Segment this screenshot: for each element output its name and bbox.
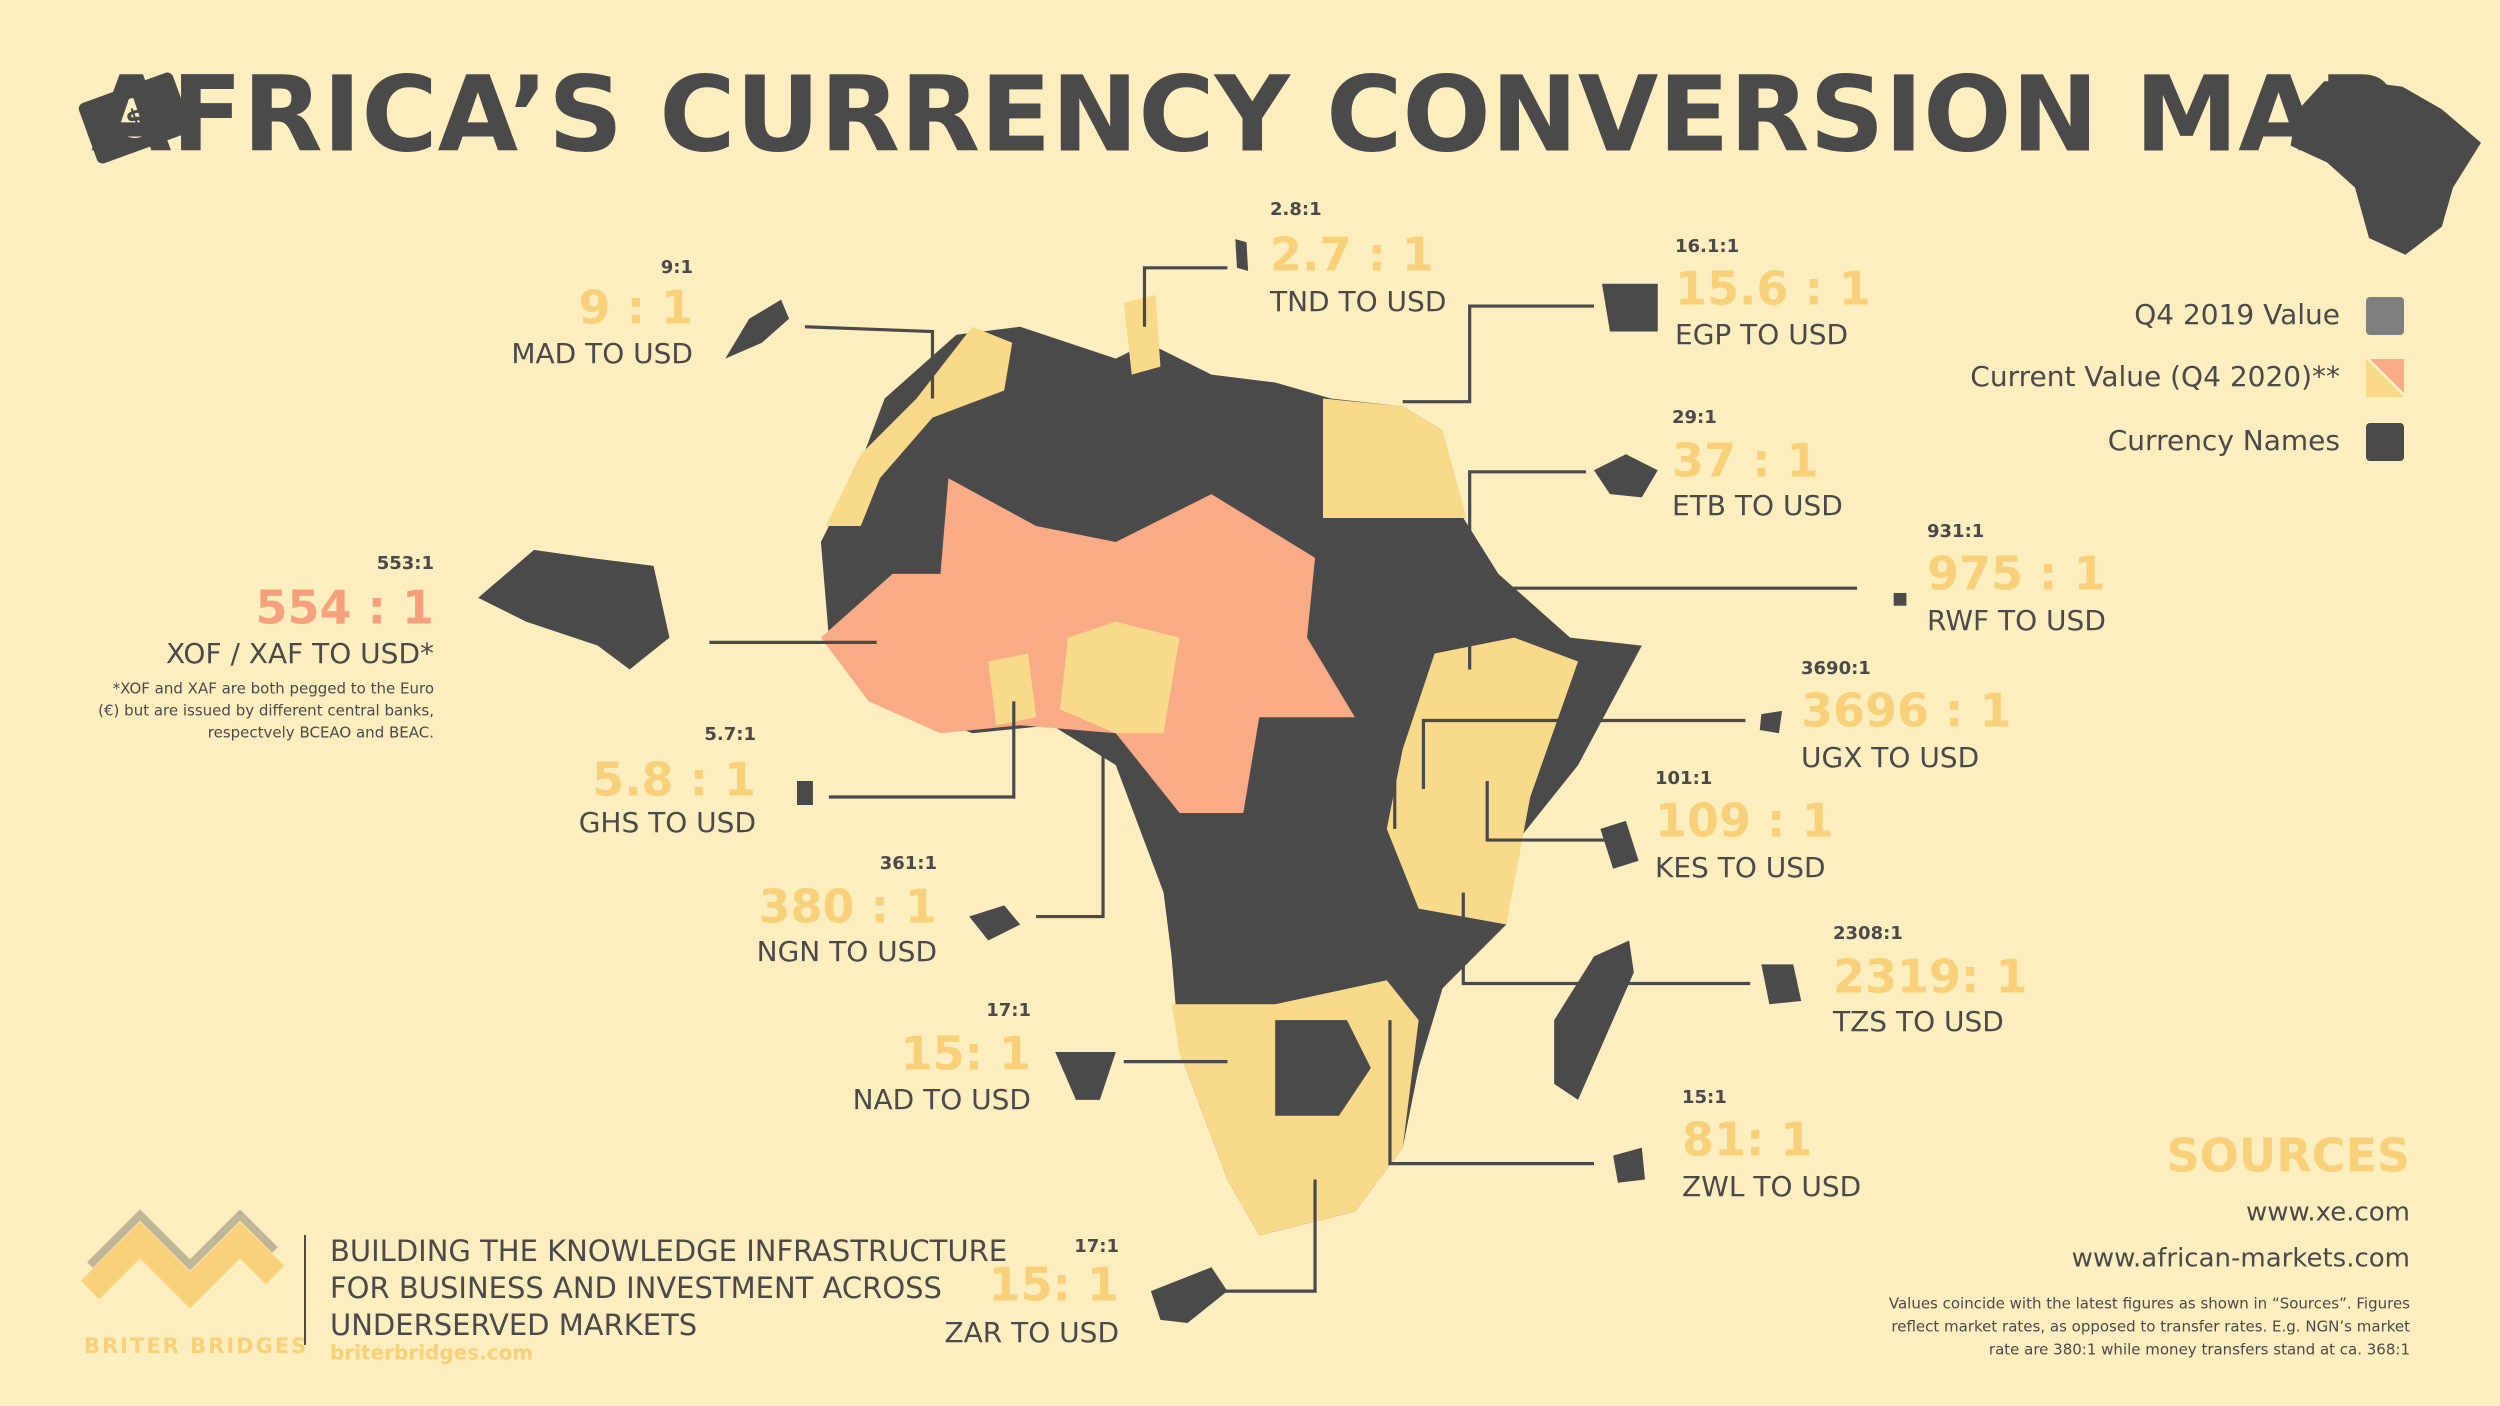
source-link[interactable]: www.african-markets.com [2072,1244,2410,1274]
currency-name: KES TO USD [1655,851,1826,884]
previous-rate: 931:1 [1927,521,1984,542]
previous-rate: 101:1 [1655,768,1712,789]
currency-name: NGN TO USD [757,935,937,968]
previous-rate: 17:1 [1074,1236,1119,1257]
currency-name: ZWL TO USD [1682,1170,1861,1203]
currency-name: RWF TO USD [1927,604,2106,637]
currency-name: EGP TO USD [1675,318,1848,351]
money-icon: $ [78,72,192,164]
current-rate: 9 : 1 [579,281,693,335]
currency-name: UGX TO USD [1801,741,1979,774]
current-rate: 15.6 : 1 [1675,262,1871,316]
tagline: UNDERSERVED MARKETS [330,1308,697,1342]
current-rate: 109 : 1 [1655,794,1833,848]
current-rate: 15: 1 [901,1027,1031,1081]
current-rate: 3696 : 1 [1801,684,2011,738]
previous-rate: 2.8:1 [1270,199,1322,220]
legend-swatch [2366,423,2404,461]
legend: Q4 2019 Value Current Value (Q4 2020)** … [1970,297,2404,461]
previous-rate: 15:1 [1682,1087,1727,1108]
tagline: BUILDING THE KNOWLEDGE INFRASTRUCTURE [330,1234,1007,1268]
currency-name: TND TO USD [1269,285,1446,318]
source-link[interactable]: www.xe.com [2246,1198,2410,1228]
legend-swatch [2366,297,2404,335]
title: AFRICA’S CURRENCY CONVERSION MAP [91,53,2395,175]
currency-name: ETB TO USD [1672,489,1843,522]
currency-name: NAD TO USD [853,1083,1031,1116]
footnote: (€) but are issued by different central … [98,702,434,720]
footnote: *XOF and XAF are both pegged to the Euro [113,680,434,698]
africa-map [478,239,1907,1324]
legend-label: Q4 2019 Value [2134,298,2340,331]
previous-rate: 17:1 [986,1000,1031,1021]
url[interactable]: briterbridges.com [330,1341,533,1365]
previous-rate: 9:1 [661,257,693,278]
sources-note: reflect market rates, as opposed to tran… [1891,1318,2410,1336]
legend-label: Current Value (Q4 2020)** [1970,360,2340,393]
current-rate: 15: 1 [989,1258,1119,1312]
previous-rate: 2308:1 [1833,923,1903,944]
sources-note: rate are 380:1 while money transfers sta… [1989,1341,2410,1359]
currency-name: XOF / XAF TO USD* [166,637,434,670]
legend-label: Currency Names [2108,424,2340,457]
current-rate: 2319: 1 [1833,950,2027,1004]
sources-title: SOURCES [2167,1129,2410,1183]
previous-rate: 5.7:1 [704,724,756,745]
previous-rate: 29:1 [1672,407,1717,428]
currency-name: ZAR TO USD [944,1316,1119,1349]
current-rate: 380 : 1 [759,880,937,934]
currency-name: TZS TO USD [1832,1005,2004,1038]
currency-name: GHS TO USD [579,806,756,839]
current-rate: 81: 1 [1682,1113,1812,1167]
footnote: respectvely BCEAO and BEAC. [208,724,434,742]
tagline: FOR BUSINESS AND INVESTMENT ACROSS [330,1271,942,1305]
current-rate: 5.8 : 1 [592,753,756,807]
legend-swatch [2370,359,2404,393]
previous-rate: 361:1 [880,853,937,874]
previous-rate: 16.1:1 [1675,236,1739,257]
africa-icon [2290,81,2481,255]
currency-name: MAD TO USD [511,337,693,370]
brand-logo [80,1209,285,1309]
current-rate: 2.7 : 1 [1270,228,1434,282]
previous-rate: 553:1 [377,553,434,574]
legend-swatch [2366,359,2404,397]
previous-rate: 3690:1 [1801,658,1871,679]
current-rate: 975 : 1 [1927,547,2105,601]
brand: BRITER BRIDGES [84,1334,308,1358]
current-rate: 37 : 1 [1672,434,1818,488]
sources-note: Values coincide with the latest figures … [1889,1295,2410,1313]
current-rate: 554 : 1 [256,581,434,635]
